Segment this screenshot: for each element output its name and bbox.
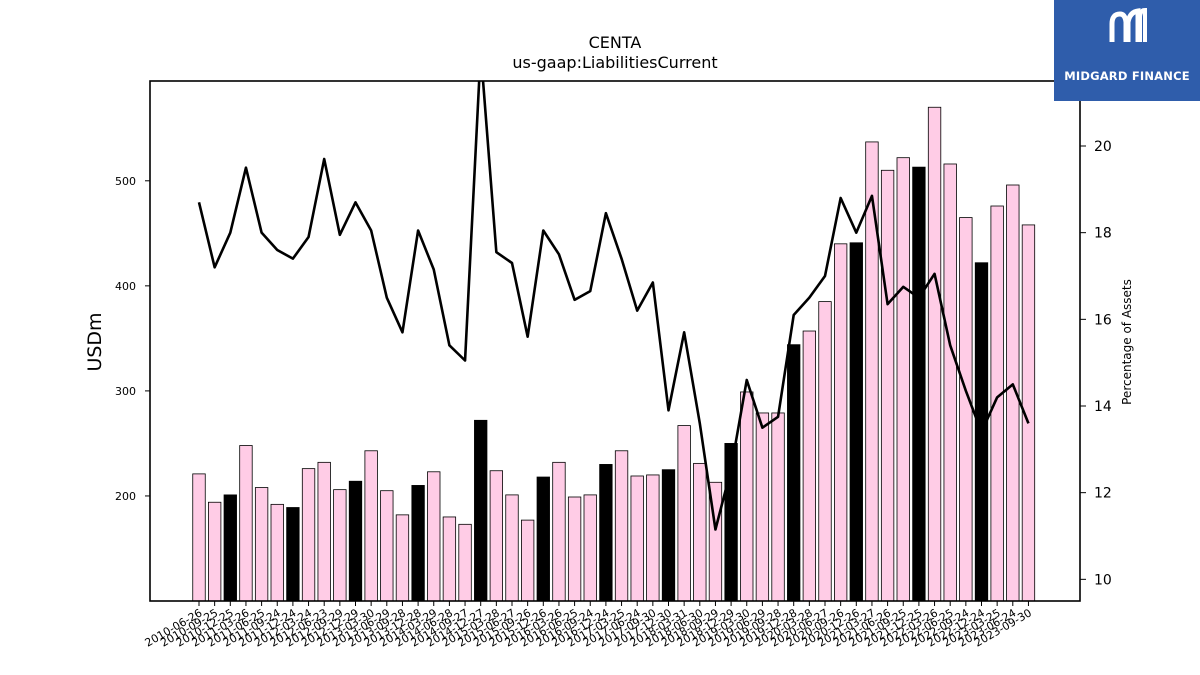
bar — [990, 205, 1004, 602]
bar — [395, 514, 410, 602]
y2-tick-label: 12 — [1094, 486, 1112, 502]
bar — [552, 461, 566, 602]
bar — [442, 516, 457, 602]
logo-text: MIDGARD FINANCE — [1064, 69, 1190, 83]
bar — [536, 476, 550, 602]
bar — [959, 217, 973, 602]
bar — [489, 470, 504, 602]
bar — [505, 494, 519, 602]
y-tick-label: 400 — [115, 280, 136, 293]
bar — [630, 475, 644, 602]
y-tick-label: 200 — [115, 490, 136, 503]
bar — [771, 412, 785, 602]
series-line — [197, 81, 1030, 531]
chart-title: CENTA — [589, 33, 642, 52]
bar — [849, 242, 863, 602]
bar — [880, 169, 895, 602]
bar — [896, 157, 910, 602]
bar — [834, 243, 848, 602]
y2-tick-label: 16 — [1094, 312, 1112, 328]
bar — [787, 344, 801, 602]
bar — [614, 450, 629, 602]
plot-frame — [149, 80, 1081, 602]
bar — [380, 490, 394, 602]
bar — [927, 106, 942, 602]
bar — [693, 462, 707, 602]
bar — [567, 496, 582, 602]
y2-axis-label: Percentage of Assets — [1120, 279, 1134, 405]
bar — [943, 163, 957, 602]
y-axis-label: USDm — [84, 312, 106, 371]
bar — [301, 468, 316, 602]
bar — [474, 419, 488, 602]
axes-layer: 2003004005001012141618202010-06-262010-0… — [115, 80, 1112, 650]
y2-tick-label: 10 — [1094, 572, 1112, 588]
bar — [254, 487, 269, 602]
bar — [458, 523, 472, 602]
bar — [865, 141, 879, 602]
bar — [802, 330, 816, 602]
y2-tick-label: 20 — [1094, 139, 1112, 155]
bar — [192, 473, 206, 602]
bar — [661, 469, 676, 602]
bar — [207, 501, 222, 602]
bar — [270, 503, 284, 602]
y-tick-label: 500 — [115, 175, 136, 188]
bar — [411, 485, 425, 602]
bar — [223, 494, 237, 602]
bar — [317, 461, 331, 602]
bar — [333, 489, 347, 602]
bar — [599, 464, 613, 602]
bar — [740, 391, 754, 602]
bar — [348, 480, 363, 602]
brand-logo: MIDGARD FINANCE — [1054, 0, 1200, 101]
bar — [521, 519, 535, 602]
bar — [427, 471, 441, 602]
logo-mark-icon — [1109, 7, 1147, 42]
bar — [912, 166, 926, 602]
bar — [646, 474, 660, 602]
bar — [286, 507, 300, 602]
bar — [239, 445, 253, 602]
y-tick-label: 300 — [115, 385, 136, 398]
bar — [677, 425, 691, 602]
bar — [818, 301, 832, 602]
bar — [583, 494, 597, 602]
bar — [364, 450, 378, 602]
chart-subtitle: us-gaap:LiabilitiesCurrent — [512, 53, 717, 72]
bar — [755, 412, 770, 602]
line-layer — [197, 81, 1030, 531]
y2-tick-label: 18 — [1094, 226, 1112, 242]
y2-tick-label: 14 — [1094, 399, 1112, 415]
